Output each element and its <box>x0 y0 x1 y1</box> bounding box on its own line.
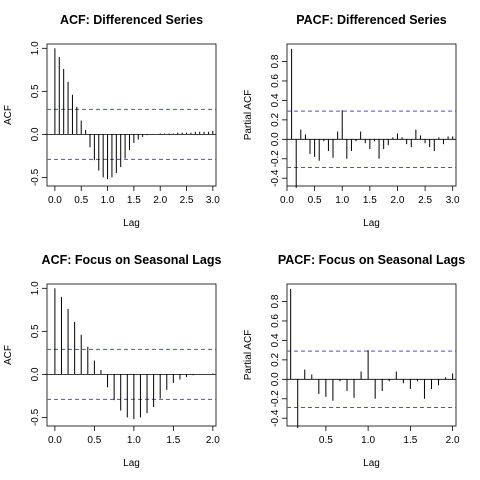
x-tick-label: 1.5 <box>166 435 180 446</box>
x-tick-label: 0.0 <box>48 195 62 206</box>
y-tick-label: -0.2 <box>270 150 281 168</box>
x-tick-label: 2.5 <box>180 195 194 206</box>
y-tick-label: 0.0 <box>270 132 281 146</box>
x-tick-label: 2.0 <box>446 435 460 446</box>
y-tick-label: 0.4 <box>270 93 281 107</box>
x-tick-label: 0.0 <box>280 195 294 206</box>
plot-frame <box>46 283 217 427</box>
y-tick-label: 0.0 <box>30 127 41 141</box>
y-tick-label: 0.6 <box>270 314 281 328</box>
y-tick-label: 0.5 <box>30 324 41 338</box>
y-tick-label: -0.4 <box>270 409 281 427</box>
x-tick-label: 2.0 <box>153 195 167 206</box>
x-tick-label: 1.5 <box>127 195 141 206</box>
x-axis-label: Lag <box>363 218 380 229</box>
x-tick-label: 3.0 <box>206 195 220 206</box>
x-tick-label: 0.0 <box>48 435 62 446</box>
y-tick-label: 0.8 <box>270 54 281 68</box>
y-axis-label: Partial ACF <box>243 330 254 381</box>
x-tick-label: 3.0 <box>446 195 460 206</box>
x-tick-label: 1.0 <box>127 435 141 446</box>
chart-title: PACF: Differenced Series <box>296 13 447 27</box>
y-tick-label: 0.0 <box>30 367 41 381</box>
y-tick-label: -0.2 <box>270 390 281 408</box>
x-tick-label: 1.5 <box>363 195 377 206</box>
x-axis-label: Lag <box>123 458 140 469</box>
y-tick-label: 1.0 <box>30 41 41 55</box>
x-tick-label: 0.5 <box>319 435 333 446</box>
chart-title: PACF: Focus on Seasonal Lags <box>278 253 465 267</box>
y-tick-label: -0.5 <box>30 168 41 186</box>
chart-panel-1: ACF: Differenced Series Lag ACF 0.0 0.5 1.0 1.… <box>3 13 220 229</box>
y-tick-label: -0.5 <box>30 408 41 426</box>
x-tick-label: 1.0 <box>335 195 349 206</box>
x-tick-label: 1.0 <box>101 195 115 206</box>
chart-panel-2: PACF: Differenced Series Lag Partial ACF 0.… <box>243 13 460 229</box>
x-tick-label: 2.5 <box>418 195 432 206</box>
y-tick-label: 0.2 <box>270 352 281 366</box>
y-tick-label: 0.0 <box>270 372 281 386</box>
x-axis-label: Lag <box>363 458 380 469</box>
plot-frame <box>286 43 457 187</box>
x-tick-label: 0.5 <box>74 195 88 206</box>
x-tick-label: 0.5 <box>87 435 101 446</box>
y-tick-label: 0.4 <box>270 333 281 347</box>
x-tick-label: 1.5 <box>403 435 417 446</box>
plot-frame <box>46 43 217 187</box>
y-axis-label: ACF <box>3 105 14 125</box>
x-axis-label: Lag <box>123 218 140 229</box>
y-tick-label: 0.8 <box>270 294 281 308</box>
plot-frame <box>286 283 457 427</box>
y-axis-label: ACF <box>3 345 14 365</box>
x-tick-label: 2.0 <box>206 435 220 446</box>
x-tick-label: 1.0 <box>361 435 375 446</box>
chart-panel-3: ACF: Focus on Seasonal Lags Lag ACF 0.0 0.5 1… <box>3 253 221 469</box>
x-tick-label: 2.0 <box>391 195 405 206</box>
chart-title: ACF: Focus on Seasonal Lags <box>42 253 222 267</box>
y-tick-label: -0.4 <box>270 169 281 187</box>
chart-panel-4: PACF: Focus on Seasonal Lags Lag Partial A… <box>243 253 465 469</box>
y-tick-label: 0.5 <box>30 84 41 98</box>
y-tick-label: 0.6 <box>270 74 281 88</box>
y-tick-label: 0.2 <box>270 112 281 126</box>
y-axis-label: Partial ACF <box>243 90 254 141</box>
chart-title: ACF: Differenced Series <box>60 13 203 27</box>
y-tick-label: 1.0 <box>30 281 41 295</box>
x-tick-label: 0.5 <box>308 195 322 206</box>
